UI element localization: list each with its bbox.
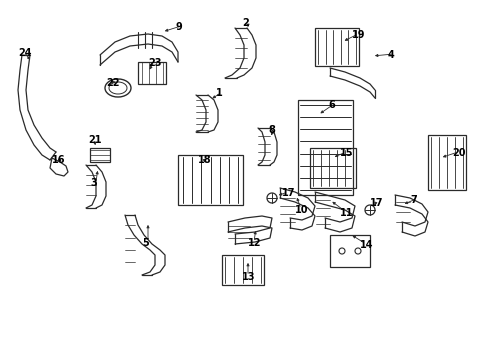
Text: 23: 23 (148, 58, 162, 68)
Text: 14: 14 (360, 240, 373, 250)
Bar (138, 62, 166, 84)
Text: 2: 2 (242, 18, 249, 28)
Text: 16: 16 (52, 155, 66, 165)
Text: 17: 17 (282, 188, 295, 198)
Bar (428, 135, 466, 190)
Text: 13: 13 (242, 272, 255, 282)
Bar (90, 148, 110, 162)
Text: 20: 20 (452, 148, 466, 158)
Bar (298, 100, 353, 195)
Bar (178, 155, 243, 205)
Text: 11: 11 (340, 208, 353, 218)
Text: 5: 5 (142, 238, 149, 248)
Bar (315, 28, 359, 66)
Text: 21: 21 (88, 135, 101, 145)
Bar (222, 255, 264, 285)
Bar (330, 235, 370, 267)
Text: 7: 7 (410, 195, 417, 205)
Text: 6: 6 (328, 100, 335, 110)
Text: 4: 4 (388, 50, 395, 60)
Text: 3: 3 (90, 178, 97, 188)
Text: 15: 15 (340, 148, 353, 158)
Text: 9: 9 (175, 22, 182, 32)
Text: 8: 8 (268, 125, 275, 135)
Text: 17: 17 (370, 198, 384, 208)
Text: 18: 18 (198, 155, 212, 165)
Text: 24: 24 (18, 48, 31, 58)
Text: 19: 19 (352, 30, 366, 40)
Bar (310, 148, 356, 188)
Text: 1: 1 (216, 88, 223, 98)
Text: 12: 12 (248, 238, 262, 248)
Text: 10: 10 (295, 205, 309, 215)
Text: 22: 22 (106, 78, 120, 88)
